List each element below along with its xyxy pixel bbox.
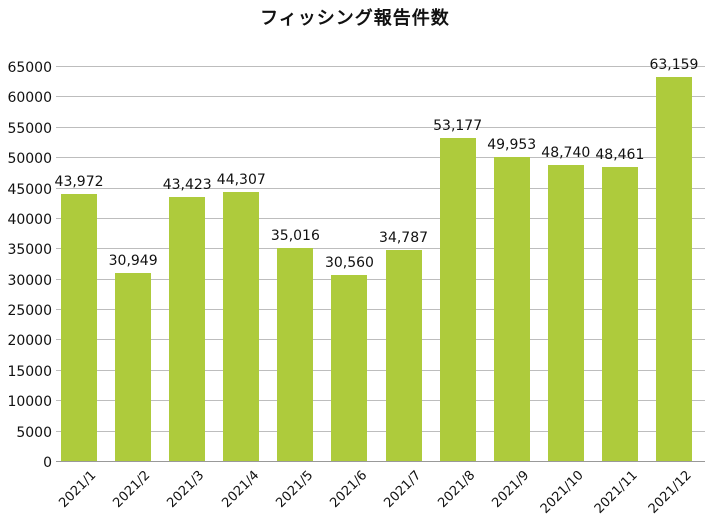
bar <box>169 197 206 461</box>
y-tick-label: 15000 <box>7 363 52 380</box>
x-tick-label: 2021/8 <box>435 468 479 511</box>
value-label: 48,461 <box>595 146 645 163</box>
x-tick-label: 2021/7 <box>381 468 425 511</box>
value-label: 43,972 <box>54 173 104 190</box>
bar <box>601 166 638 461</box>
value-label: 48,740 <box>541 144 591 161</box>
bar <box>493 157 530 461</box>
value-label: 35,016 <box>270 228 320 245</box>
gridline <box>56 217 705 219</box>
value-label: 44,307 <box>216 171 266 188</box>
x-tick-label: 2021/6 <box>327 468 371 511</box>
value-label: 30,949 <box>108 252 158 269</box>
gridline <box>56 430 705 432</box>
x-tick-label: 2021/12 <box>645 468 695 517</box>
value-label: 63,159 <box>649 57 699 74</box>
bar <box>331 275 368 461</box>
gridline <box>56 400 705 402</box>
bar <box>655 77 692 461</box>
gridline <box>56 66 705 67</box>
y-tick-label: 60000 <box>7 90 52 107</box>
y-tick-label: 25000 <box>7 303 52 320</box>
gridline <box>56 339 705 341</box>
bar <box>547 164 584 461</box>
y-tick-label: 0 <box>43 455 52 471</box>
x-tick-label: 2021/3 <box>164 468 208 511</box>
value-label: 30,560 <box>324 255 374 272</box>
value-label: 53,177 <box>433 117 483 134</box>
x-tick-label: 2021/2 <box>110 468 154 511</box>
gridline <box>56 126 705 128</box>
bar <box>61 193 98 461</box>
bar <box>277 248 314 461</box>
gridline <box>56 187 705 189</box>
x-tick-label: 2021/9 <box>489 468 533 511</box>
bar <box>223 191 260 461</box>
y-tick-label: 45000 <box>7 181 52 198</box>
value-label: 34,787 <box>379 229 429 246</box>
y-tick-label: 10000 <box>7 394 52 411</box>
y-tick-label: 40000 <box>7 211 52 228</box>
y-tick-label: 20000 <box>7 333 52 350</box>
plot-area: 43,972 30,949 43,423 44,307 35,016 30,560 34,7… <box>55 57 705 461</box>
value-label: 49,953 <box>487 137 537 154</box>
bar <box>385 249 422 461</box>
gridline <box>56 309 705 311</box>
gridline <box>56 248 705 250</box>
x-tick-label: 2021/1 <box>56 468 100 511</box>
chart-title: フィッシング報告件数 <box>260 8 450 29</box>
y-tick-label: 65000 <box>7 60 52 76</box>
bar <box>439 137 476 461</box>
gridline <box>56 157 705 159</box>
y-tick-label: 50000 <box>7 151 52 168</box>
y-tick-label: 30000 <box>7 272 52 289</box>
x-tick-label: 2021/5 <box>273 468 316 511</box>
y-tick-label: 35000 <box>7 242 52 259</box>
bar <box>115 272 152 461</box>
value-label: 43,423 <box>162 177 212 194</box>
x-tick-label: 2021/4 <box>218 468 262 511</box>
x-axis-line <box>56 461 705 462</box>
gridline <box>56 278 705 280</box>
gridline <box>56 369 705 371</box>
x-tick-label: 2021/10 <box>537 468 587 517</box>
y-tick-label: 55000 <box>7 120 52 137</box>
gridline <box>56 96 705 98</box>
y-tick-label: 5000 <box>16 424 52 441</box>
x-tick-label: 2021/11 <box>591 468 641 517</box>
